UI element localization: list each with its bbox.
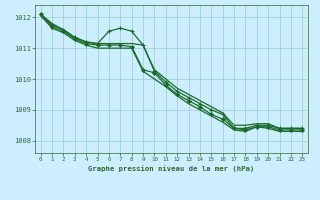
- X-axis label: Graphe pression niveau de la mer (hPa): Graphe pression niveau de la mer (hPa): [88, 165, 255, 172]
